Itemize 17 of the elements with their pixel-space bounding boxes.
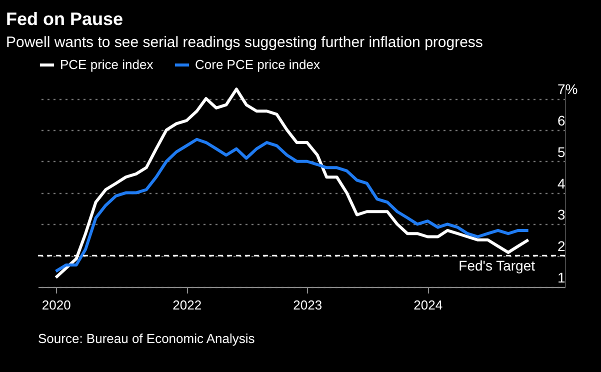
x-tick-label: 2024	[414, 298, 443, 312]
legend-label: Core PCE price index	[195, 57, 320, 72]
x-tick-label: 2022	[172, 298, 202, 312]
source-note: Source: Bureau of Economic Analysis	[38, 331, 256, 346]
x-tick-label: 2020	[42, 298, 71, 312]
x-tick-label: 2023	[293, 298, 322, 312]
y-tick-label: 6	[558, 112, 566, 128]
y-tick-label: 2	[558, 238, 566, 254]
y-tick-label: 3	[558, 206, 566, 223]
y-tick-label: 5	[558, 144, 566, 160]
y-tick-label: 1	[558, 270, 566, 286]
y-tick-label: 7%	[558, 81, 578, 98]
chart-title: Fed on Pause	[6, 9, 124, 29]
y-tick-label: 4	[558, 175, 566, 192]
chart-subtitle: Powell wants to see serial readings suggesting further inflation progress	[6, 34, 483, 51]
legend-label: PCE price index	[60, 57, 154, 72]
ref-line-label: Fed's Target	[458, 258, 536, 274]
